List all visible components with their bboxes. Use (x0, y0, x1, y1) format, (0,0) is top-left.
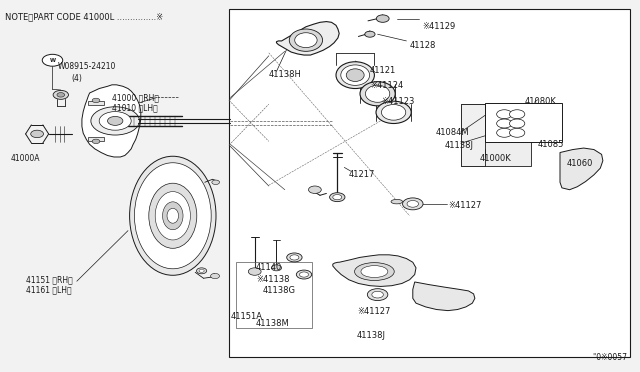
Text: ※41123: ※41123 (381, 97, 414, 106)
Ellipse shape (130, 156, 216, 275)
Circle shape (31, 130, 44, 138)
Circle shape (211, 273, 220, 279)
Text: ※41129: ※41129 (422, 22, 456, 31)
Text: 41161 〈LH〉: 41161 〈LH〉 (26, 286, 71, 295)
Circle shape (91, 107, 140, 135)
Circle shape (372, 291, 383, 298)
Circle shape (196, 268, 207, 274)
Circle shape (290, 255, 299, 260)
Text: 41000A: 41000A (10, 154, 40, 163)
Text: 41138J: 41138J (445, 141, 474, 150)
Text: ※41127: ※41127 (357, 307, 390, 316)
Polygon shape (276, 22, 339, 55)
Ellipse shape (149, 183, 197, 248)
Text: W: W (49, 58, 56, 63)
Text: W08915-24210: W08915-24210 (58, 62, 116, 71)
Polygon shape (485, 103, 562, 142)
Circle shape (92, 139, 100, 144)
Circle shape (108, 116, 123, 125)
Text: 41138M: 41138M (256, 319, 290, 328)
Text: 41151A: 41151A (230, 312, 262, 321)
Text: 41060: 41060 (566, 159, 593, 168)
Circle shape (509, 110, 525, 119)
Text: 41010 〈LH〉: 41010 〈LH〉 (112, 103, 157, 112)
Polygon shape (413, 282, 475, 311)
Text: 41140: 41140 (256, 263, 282, 272)
Ellipse shape (289, 29, 323, 51)
Text: 41000K: 41000K (480, 154, 512, 163)
Text: ※41124: ※41124 (370, 81, 403, 90)
Circle shape (57, 93, 65, 97)
Ellipse shape (346, 69, 364, 81)
Text: 41000 〈RH〉: 41000 〈RH〉 (112, 93, 159, 102)
Polygon shape (333, 255, 416, 286)
Text: 41080K: 41080K (525, 97, 557, 106)
Circle shape (308, 186, 321, 193)
Text: NOTE、PART CODE 41000L ...............※: NOTE、PART CODE 41000L ...............※ (5, 12, 163, 21)
Circle shape (497, 119, 512, 128)
Polygon shape (461, 104, 531, 166)
Circle shape (296, 270, 312, 279)
Circle shape (42, 54, 63, 66)
Ellipse shape (381, 105, 406, 120)
Circle shape (53, 90, 68, 99)
Polygon shape (82, 85, 141, 157)
Ellipse shape (360, 82, 396, 106)
Text: ''0※0057: ''0※0057 (592, 353, 627, 362)
Text: 41151 〈RH〉: 41151 〈RH〉 (26, 275, 72, 284)
Text: 41128: 41128 (410, 41, 436, 50)
Text: ※41138: ※41138 (256, 275, 289, 284)
Circle shape (509, 119, 525, 128)
Ellipse shape (361, 266, 388, 278)
Text: 41138H: 41138H (269, 70, 301, 79)
Circle shape (330, 193, 345, 202)
Ellipse shape (294, 33, 317, 48)
Ellipse shape (341, 65, 370, 86)
Bar (229, 9, 630, 357)
Text: 41138G: 41138G (262, 286, 296, 295)
Circle shape (300, 272, 308, 277)
Text: ※41127: ※41127 (448, 201, 481, 210)
Polygon shape (461, 104, 485, 166)
Ellipse shape (376, 101, 412, 124)
Circle shape (99, 112, 131, 130)
Ellipse shape (167, 208, 179, 223)
Circle shape (287, 253, 302, 262)
Circle shape (497, 110, 512, 119)
Circle shape (271, 265, 282, 271)
Ellipse shape (391, 199, 403, 204)
Polygon shape (560, 148, 603, 190)
Ellipse shape (156, 192, 191, 240)
Circle shape (407, 201, 419, 207)
Text: 41121: 41121 (370, 66, 396, 75)
Circle shape (333, 195, 342, 200)
Circle shape (92, 98, 100, 103)
Circle shape (509, 128, 525, 137)
Text: 41138J: 41138J (357, 331, 386, 340)
Text: (4): (4) (72, 74, 83, 83)
Circle shape (367, 289, 388, 301)
Ellipse shape (163, 202, 183, 230)
Circle shape (403, 198, 423, 210)
Circle shape (376, 15, 389, 22)
Text: 41217: 41217 (349, 170, 375, 179)
Ellipse shape (134, 163, 211, 269)
Circle shape (248, 268, 261, 275)
Circle shape (199, 269, 204, 272)
Text: 41085: 41085 (538, 140, 564, 149)
Text: 41084M: 41084M (435, 128, 469, 137)
Polygon shape (88, 101, 104, 105)
Circle shape (212, 180, 220, 185)
Ellipse shape (336, 62, 374, 89)
Circle shape (497, 128, 512, 137)
Circle shape (365, 31, 375, 37)
Polygon shape (88, 137, 104, 141)
Ellipse shape (365, 85, 390, 102)
Ellipse shape (355, 263, 394, 280)
